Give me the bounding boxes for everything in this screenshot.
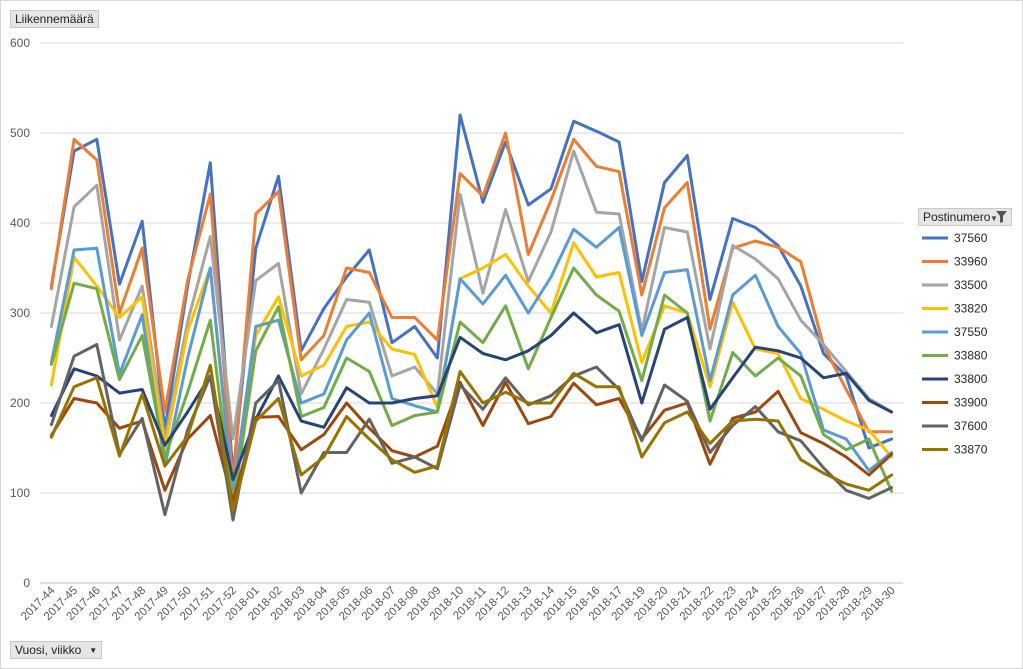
- legend-label: 33900: [954, 396, 988, 410]
- legend-item-33870[interactable]: 33870: [922, 443, 988, 457]
- svg-text:▼: ▼: [990, 214, 998, 223]
- legend-label: 37550: [954, 325, 988, 339]
- series-line-33800: [49, 311, 894, 481]
- legend-label: 33820: [954, 302, 988, 316]
- y-tick-label: 200: [10, 396, 30, 410]
- series-line-33870: [49, 363, 894, 513]
- y-tick-label: 100: [10, 486, 30, 500]
- series-line-37550: [49, 226, 894, 495]
- legend-item-33500[interactable]: 33500: [922, 278, 988, 292]
- legend-item-33880[interactable]: 33880: [922, 349, 988, 363]
- series-line-33880: [49, 266, 894, 508]
- y-tick-label: 400: [10, 216, 30, 230]
- legend-label: 37600: [954, 419, 988, 433]
- y-tick-label: 500: [10, 126, 30, 140]
- legend-item-33900[interactable]: 33900: [922, 396, 988, 410]
- value-field-button[interactable]: Liikennemäärä: [10, 10, 99, 28]
- series-line-33900: [49, 380, 894, 504]
- legend-item-37550[interactable]: 37550: [922, 325, 988, 339]
- legend-label: 33870: [954, 443, 988, 457]
- series-line-33820: [49, 241, 894, 499]
- legend-item-33820[interactable]: 33820: [922, 302, 988, 316]
- legend-item-33960[interactable]: 33960: [922, 255, 988, 269]
- filter-icon[interactable]: ▼: [990, 210, 1008, 224]
- dropdown-arrow-icon[interactable]: ▼: [89, 645, 98, 655]
- legend-item-37560[interactable]: 37560: [922, 231, 988, 245]
- legend-label: 33960: [954, 255, 988, 269]
- legend-label: 37560: [954, 231, 988, 245]
- series-line-33500: [49, 149, 894, 441]
- axis-field-label: Vuosi, viikko: [15, 643, 82, 657]
- y-tick-label: 300: [10, 306, 30, 320]
- legend-label: 33800: [954, 372, 988, 386]
- y-tick-label: 0: [23, 576, 30, 590]
- legend-label: 33500: [954, 278, 988, 292]
- legend-item-37600[interactable]: 37600: [922, 419, 988, 433]
- axis-field-button[interactable]: Vuosi, viikko ▼: [10, 641, 103, 659]
- legend-title: Postinumero: [923, 210, 991, 224]
- legend-item-33800[interactable]: 33800: [922, 372, 988, 386]
- legend-filter-button[interactable]: Postinumero ▼: [918, 208, 1012, 226]
- y-tick-label: 600: [10, 36, 30, 50]
- legend-label: 33880: [954, 349, 988, 363]
- series-line-33960: [49, 131, 894, 486]
